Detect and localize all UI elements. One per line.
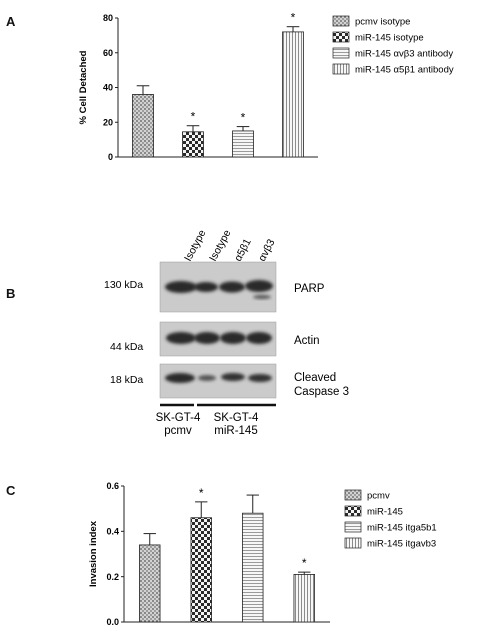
significance-marker: * <box>241 111 246 125</box>
legend-swatch <box>332 15 350 27</box>
panel-a-letter: A <box>6 14 16 29</box>
legend-swatch <box>332 47 350 59</box>
legend-entry: pcmv <box>367 491 390 502</box>
western-blot: Isotype Isotype α5β1 αvβ3 <box>104 228 349 437</box>
y-tick-label: 0 <box>108 152 113 162</box>
legend-swatch <box>344 537 362 549</box>
blot-strip-parp <box>159 261 277 313</box>
legend-swatch <box>344 505 362 517</box>
y-tick-label: 80 <box>103 13 113 23</box>
legend-swatch <box>344 521 362 533</box>
blot-strip-caspase <box>159 363 277 399</box>
panel-b-letter: B <box>6 286 16 301</box>
blot-group-label: SK-GT-4 <box>214 412 259 424</box>
blot-kda-marker: 130 kDa <box>104 279 143 291</box>
legend-entry: miR-145 αvβ3 antibody <box>355 49 453 60</box>
y-tick-label: 0.6 <box>106 481 119 491</box>
blot-kda-marker: 18 kDa <box>110 374 143 386</box>
bar <box>282 31 304 158</box>
bar <box>132 94 154 158</box>
legend-entry: miR-145 <box>367 507 403 518</box>
bar <box>190 517 212 623</box>
blot-protein-label: Actin <box>294 335 320 347</box>
bar <box>293 574 315 623</box>
legend-entry: miR-145 α5β1 antibody <box>355 65 454 76</box>
significance-marker: * <box>191 110 196 124</box>
significance-marker: * <box>199 486 204 500</box>
legend-entry: pcmv isotype <box>355 17 410 28</box>
blot-group-label: SK-GT-4 <box>156 412 201 424</box>
blot-protein-label: Caspase 3 <box>294 386 349 398</box>
bar <box>139 544 161 623</box>
significance-marker: * <box>302 556 307 570</box>
panel-c-letter: C <box>6 483 16 498</box>
y-tick-label: 0.2 <box>106 572 119 582</box>
blot-lane-label: α5β1 <box>232 237 254 264</box>
legend-entry: miR-145 isotype <box>355 33 424 44</box>
blot-group-label: pcmv <box>164 425 192 437</box>
y-axis-label: % Cell Detached <box>78 50 89 124</box>
blot-group-label: miR-145 <box>214 425 257 437</box>
blot-lane-label: αvβ3 <box>256 237 278 263</box>
legend-swatch <box>332 63 350 75</box>
chart-a: 0 20 40 60 80 % Cell Detached * * * pcmv isotype m… <box>78 11 454 163</box>
blot-protein-label: Cleaved <box>294 372 336 384</box>
blot-lane-label: Isotype <box>207 228 234 264</box>
blot-kda-marker: 44 kDa <box>110 341 143 353</box>
blot-lane-label: Isotype <box>182 228 209 264</box>
blot-strip-actin <box>159 321 277 357</box>
y-tick-label: 60 <box>103 48 113 58</box>
chart-c: 0.0 0.2 0.4 0.6 Invasion index * * pcmv miR-145 m… <box>88 481 437 627</box>
legend-swatch <box>344 489 362 501</box>
legend-entry: miR-145 itga5b1 <box>367 523 437 534</box>
significance-marker: * <box>291 11 296 25</box>
bar <box>232 130 254 158</box>
y-tick-label: 0.4 <box>106 527 119 537</box>
y-tick-label: 20 <box>103 117 113 127</box>
y-axis-label: Invasion index <box>88 520 99 587</box>
bar <box>242 512 264 623</box>
blot-protein-label: PARP <box>294 283 325 295</box>
y-tick-label: 40 <box>103 83 113 93</box>
y-tick-label: 0.0 <box>106 617 119 627</box>
legend-swatch <box>332 31 350 43</box>
legend-entry: miR-145 itgavb3 <box>367 539 436 550</box>
bar <box>182 131 204 158</box>
